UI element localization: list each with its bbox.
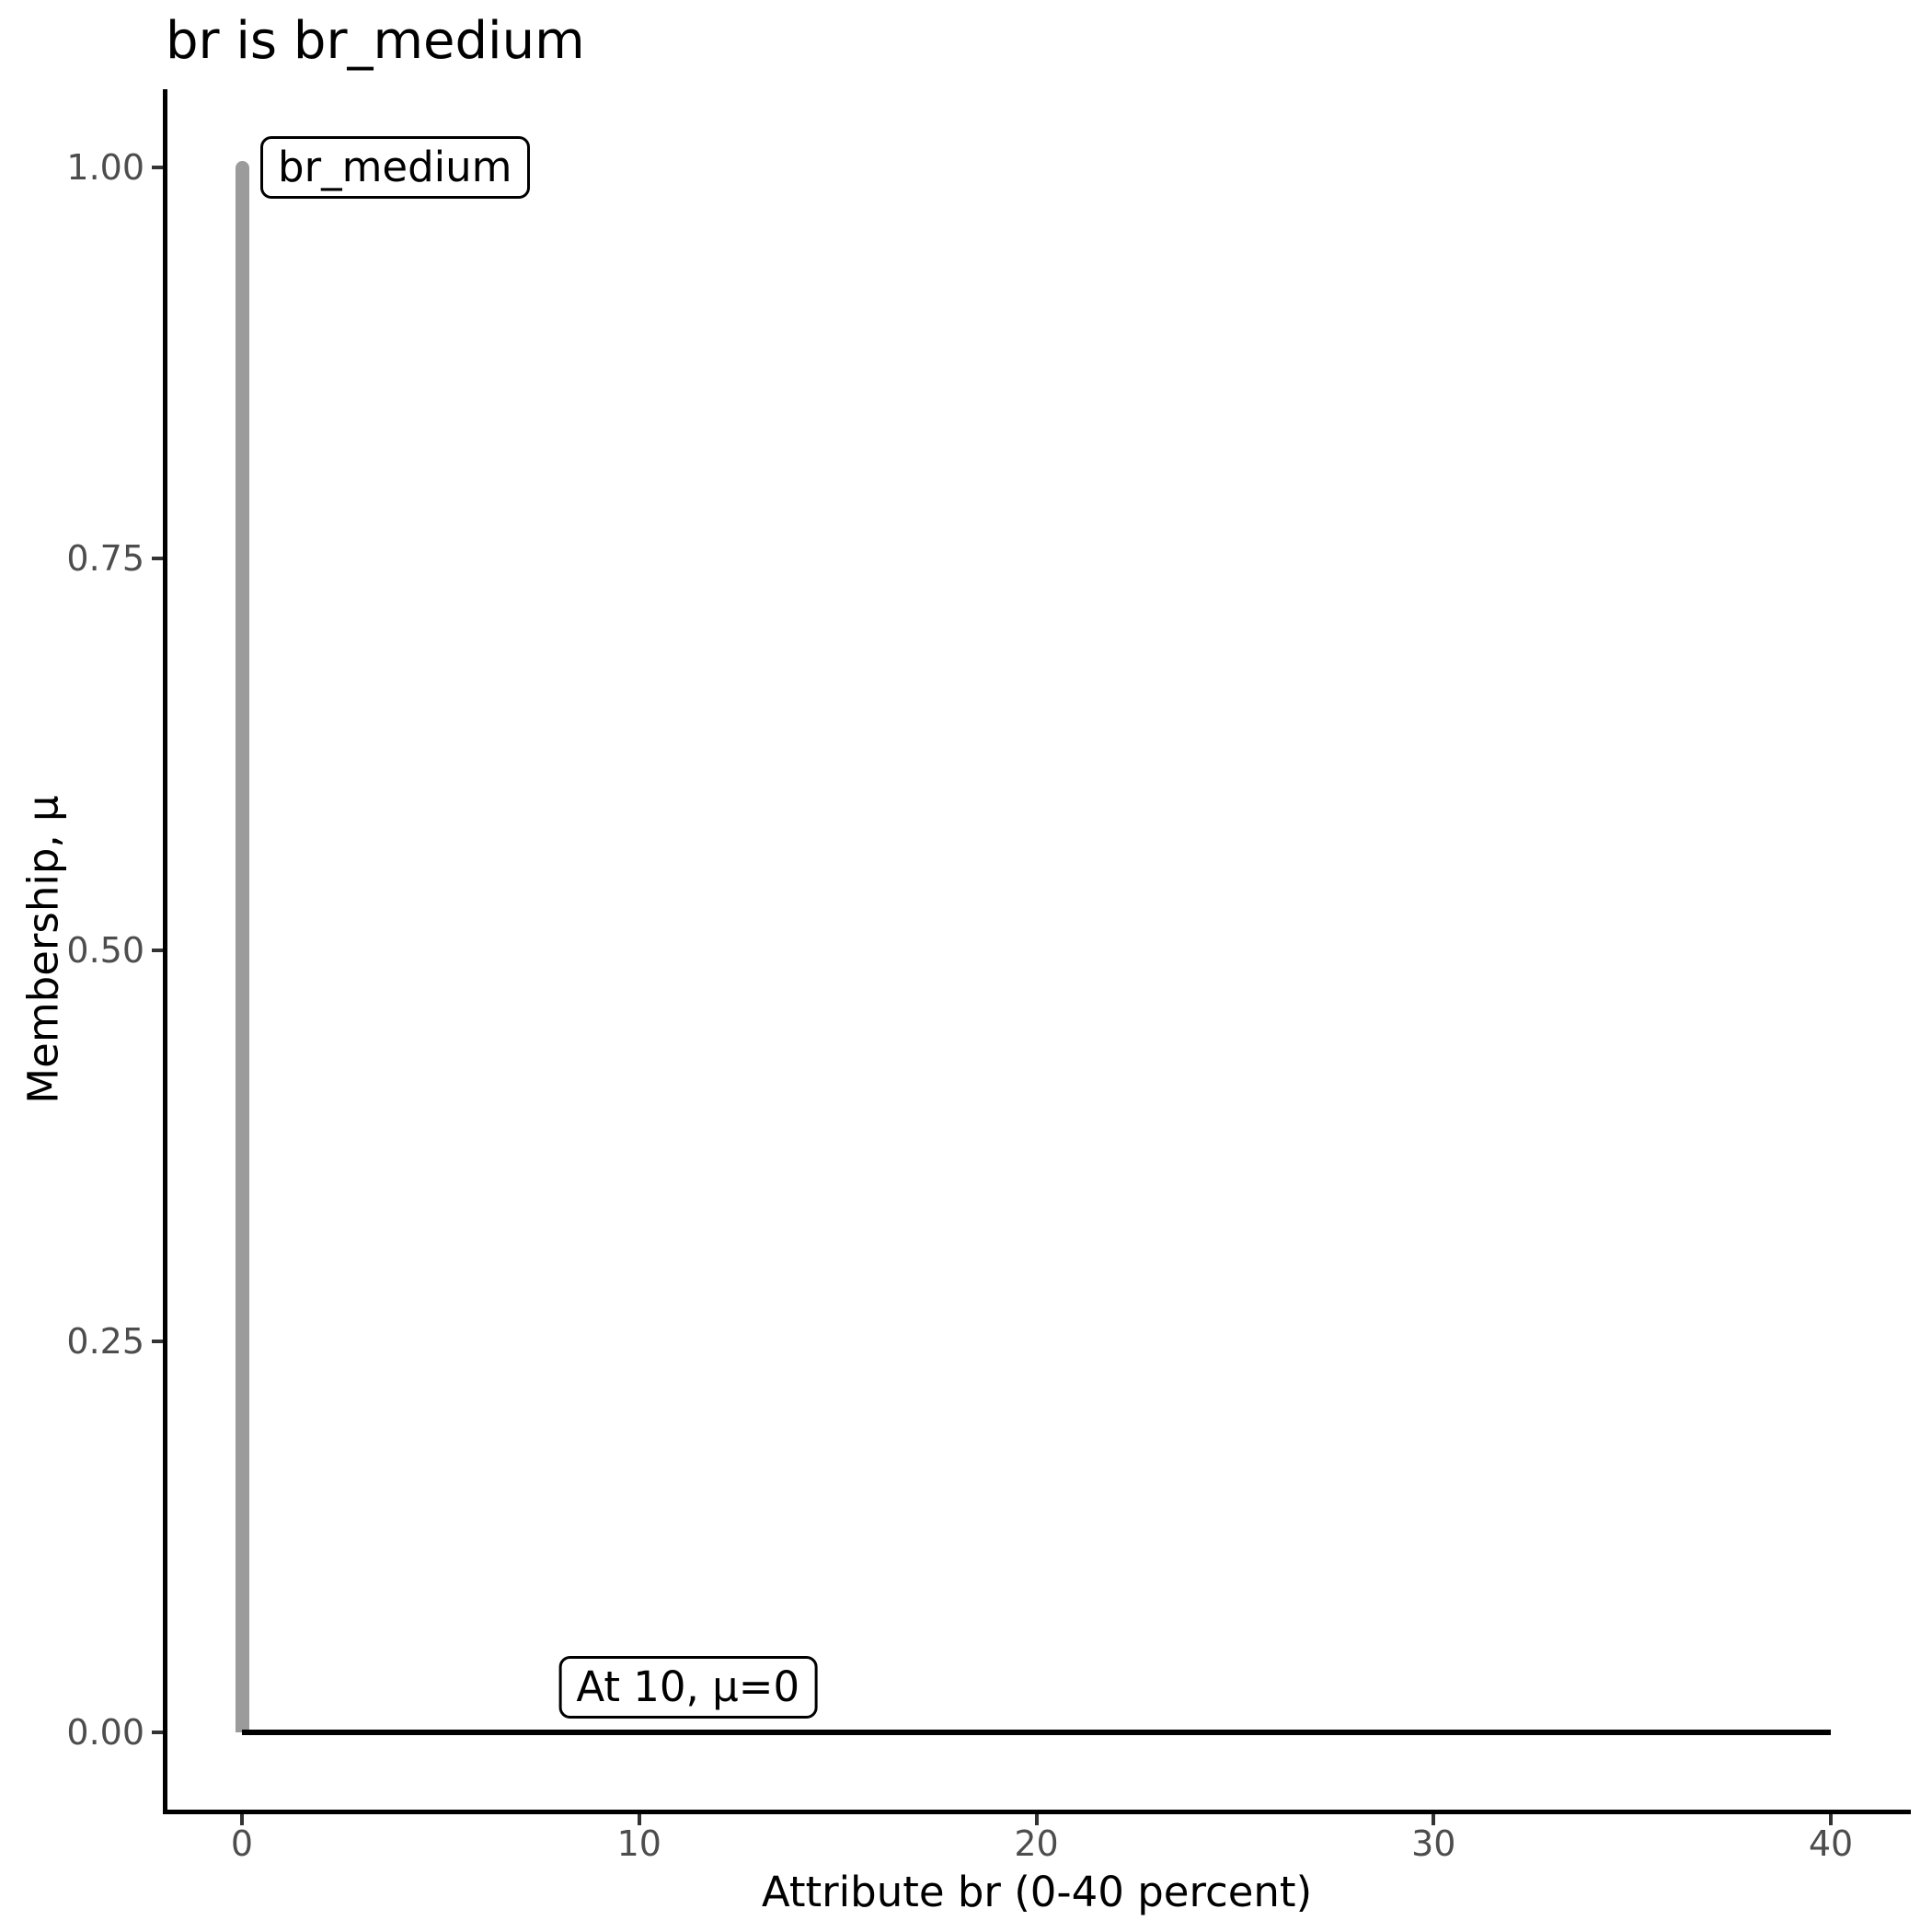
y-tick-label: 0.00 bbox=[66, 1712, 144, 1753]
series-line-br_medium_membership_spike bbox=[235, 160, 249, 1732]
y-axis-line bbox=[163, 89, 167, 1814]
y-tick-label: 0.75 bbox=[66, 538, 144, 580]
y-tick-label: 0.25 bbox=[66, 1320, 144, 1362]
x-tick-mark bbox=[240, 1814, 244, 1825]
x-tick-label: 0 bbox=[230, 1823, 254, 1864]
y-tick-mark bbox=[152, 166, 163, 169]
x-axis-label: Attribute br (0-40 percent) bbox=[761, 1868, 1313, 1916]
y-tick-mark bbox=[152, 557, 163, 561]
y-tick-label: 0.50 bbox=[66, 929, 144, 971]
x-tick-label: 30 bbox=[1411, 1823, 1456, 1864]
x-axis-line bbox=[163, 1810, 1911, 1814]
chart-title: br is br_medium bbox=[166, 11, 585, 71]
x-tick-mark bbox=[1432, 1814, 1436, 1825]
x-tick-label: 40 bbox=[1808, 1823, 1854, 1864]
x-tick-mark bbox=[1829, 1814, 1833, 1825]
y-tick-mark bbox=[152, 948, 163, 952]
y-tick-mark bbox=[152, 1339, 163, 1343]
series-line-membership_baseline bbox=[242, 1730, 1831, 1735]
x-tick-mark bbox=[1034, 1814, 1039, 1825]
y-tick-label: 1.00 bbox=[66, 147, 144, 188]
x-tick-label: 20 bbox=[1014, 1823, 1059, 1864]
annotation-box-0: br_medium bbox=[260, 136, 530, 199]
y-tick-mark bbox=[152, 1731, 163, 1734]
x-tick-mark bbox=[637, 1814, 641, 1825]
annotation-box-1: At 10, μ=0 bbox=[558, 1656, 818, 1719]
x-tick-label: 10 bbox=[616, 1823, 661, 1864]
